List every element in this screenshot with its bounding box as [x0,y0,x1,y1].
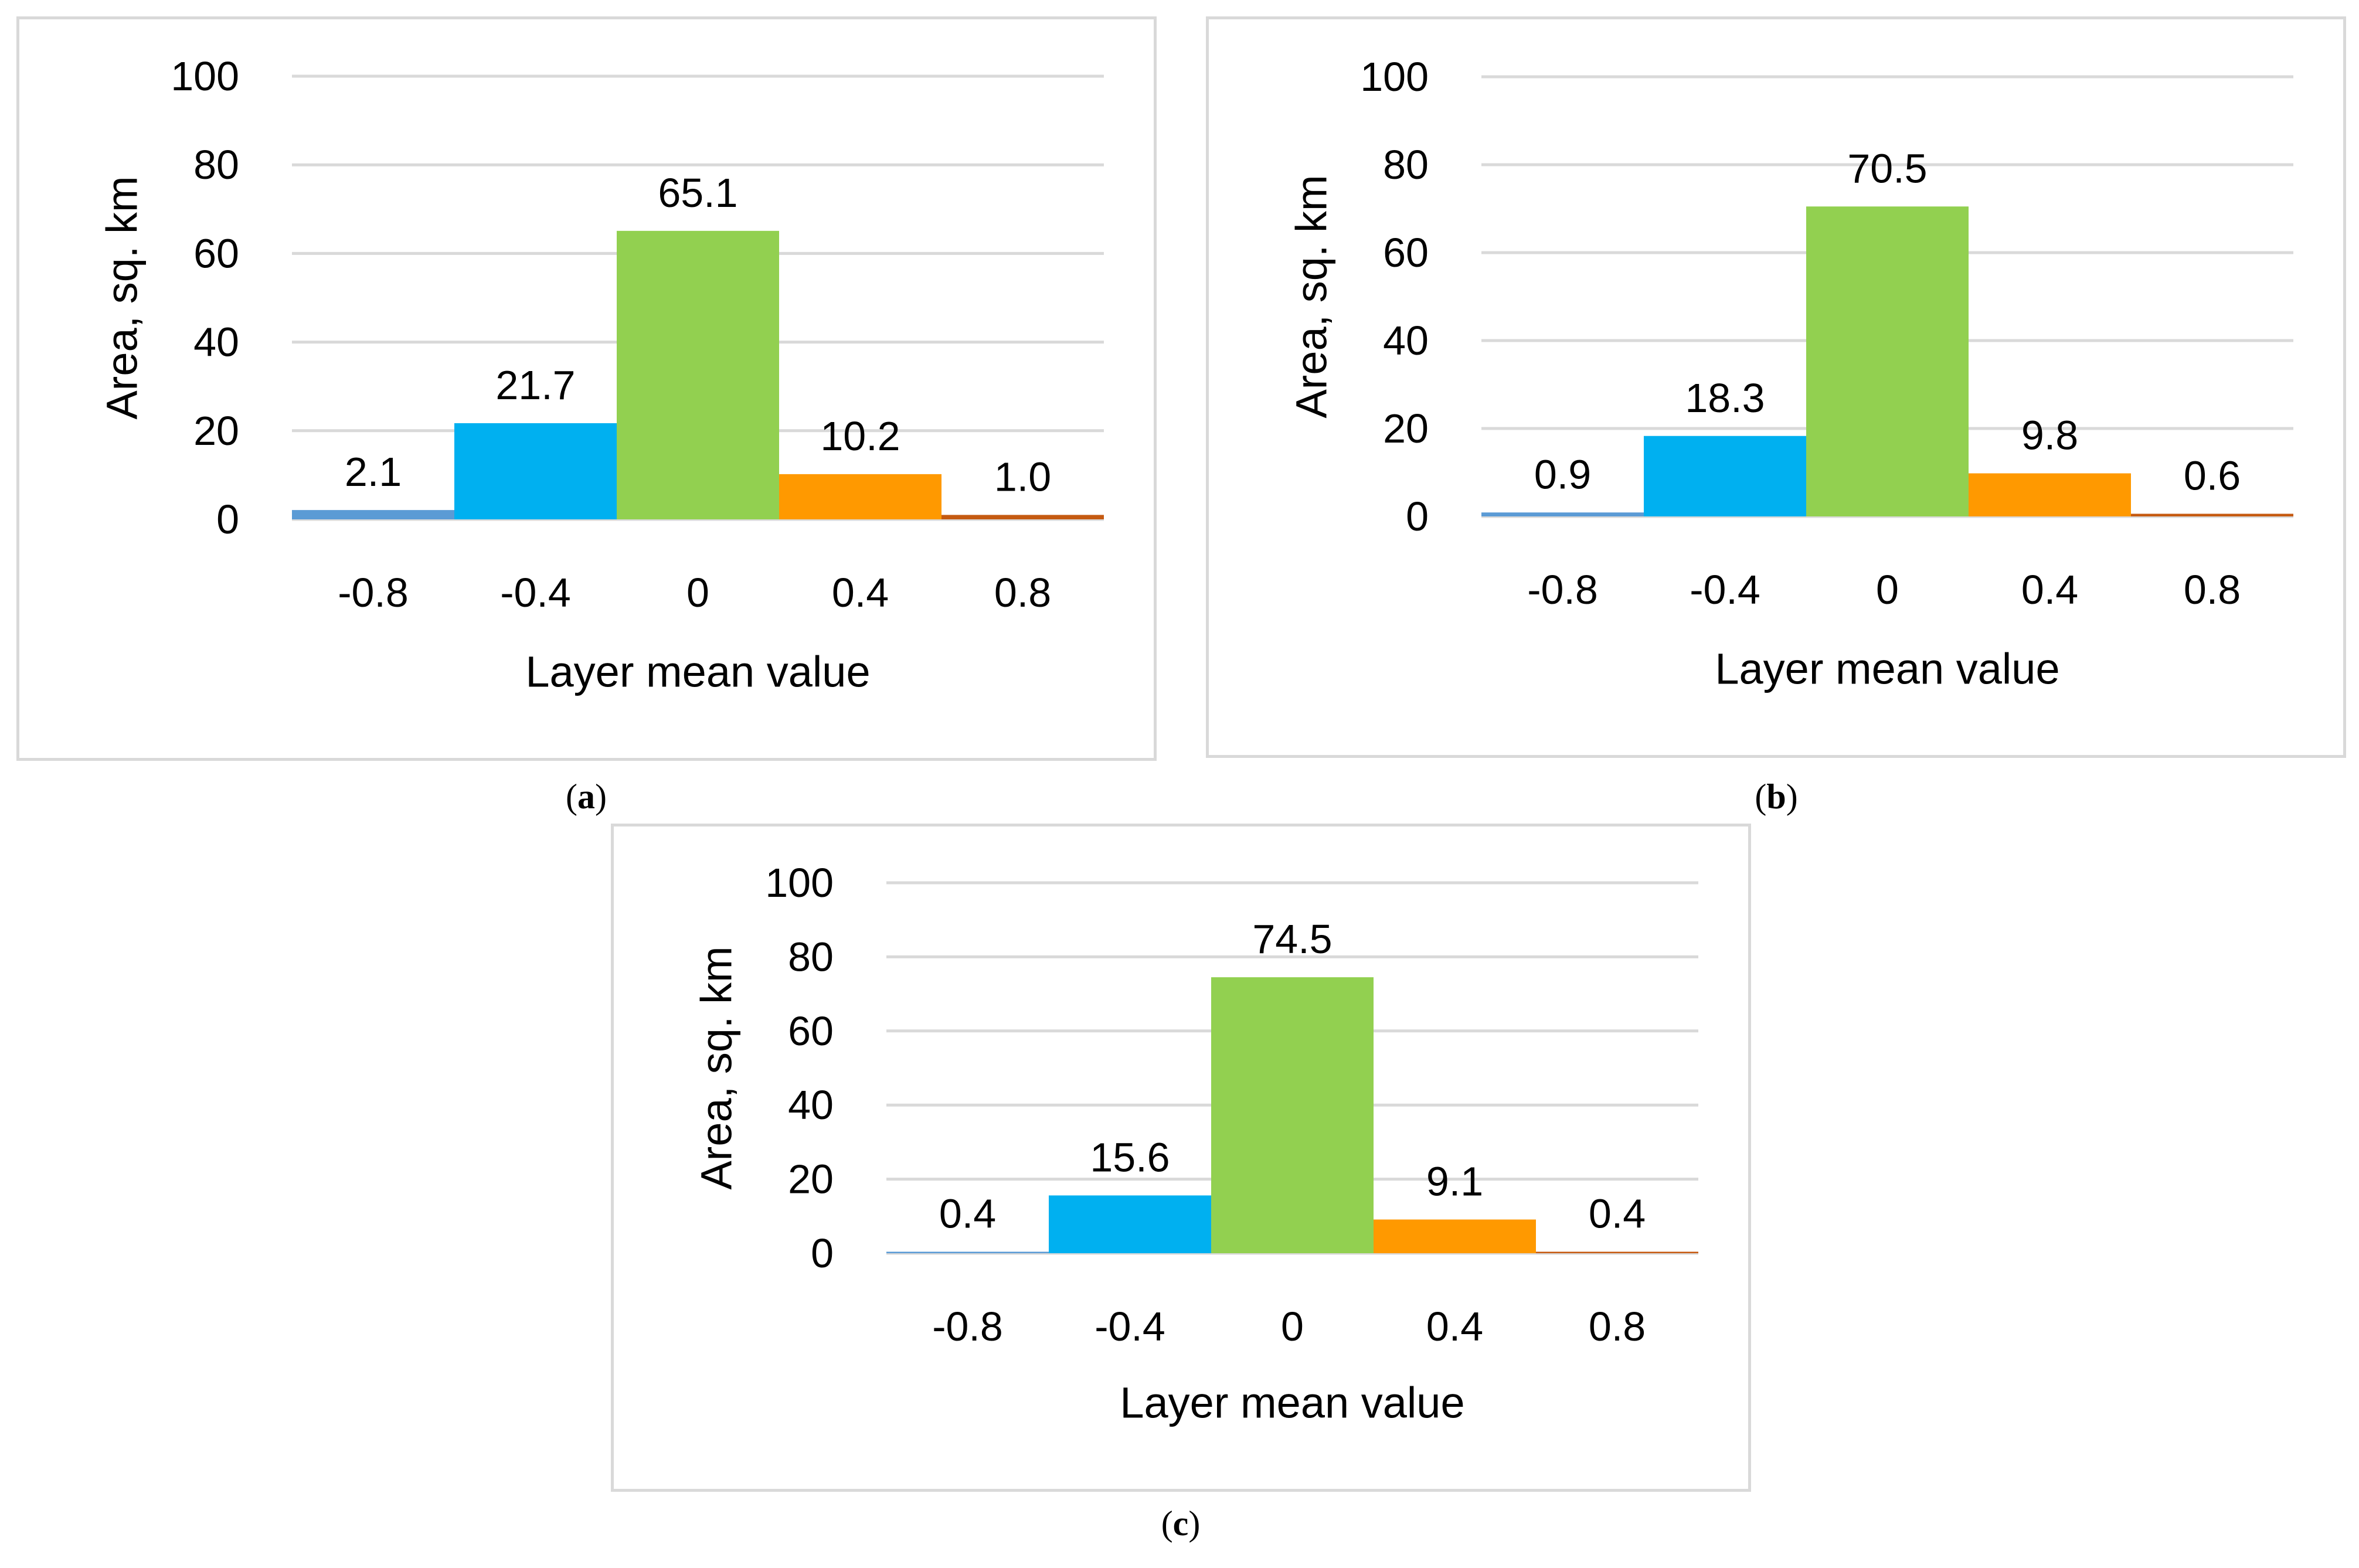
y-tick-label-c-0: 0 [811,1230,834,1276]
y-axis-title-a: Area, sq. km [98,176,147,419]
x-tick-label-c-3: 0.4 [1426,1304,1483,1349]
x-tick-label-a-3: 0.4 [832,570,889,615]
y-tick-label-a-5: 100 [171,53,239,99]
data-label-a-3: 10.2 [820,413,900,459]
caption-b-letter: b [1766,777,1786,816]
caption-b: (b) [1755,777,1798,816]
y-tick-label-a-0: 0 [216,496,239,542]
data-label-c-3: 9.1 [1426,1158,1483,1204]
x-tick-label-b-0: -0.8 [1527,567,1598,613]
data-label-b-0: 0.9 [1534,451,1591,497]
data-label-b-3: 9.8 [2021,413,2078,458]
bar-b-3 [1969,473,2131,516]
data-label-b-2: 70.5 [1847,145,1927,191]
chart-svg-a: 0 20 40 60 80 100 2.1 21.7 65.1 10.2 1.0 -0.8 -0.4 0 0… [98,53,1104,696]
y-tick-label-b-2: 40 [1383,318,1429,363]
caption-c: (c) [1161,1504,1201,1543]
data-label-b-4: 0.6 [2184,453,2241,499]
bar-b-1 [1644,436,1806,516]
bar-b-0 [1481,512,1644,516]
x-tick-label-a-4: 0.8 [994,570,1051,615]
y-tick-label-a-2: 40 [193,319,239,365]
bar-a-1 [454,423,617,519]
y-axis-title-b: Area, sq. km [1287,175,1336,418]
data-label-a-2: 65.1 [658,170,737,216]
data-label-a-4: 1.0 [994,454,1051,499]
x-tick-label-c-4: 0.8 [1589,1304,1646,1349]
chart-panel-a: 0 20 40 60 80 100 2.1 21.7 65.1 10.2 1.0 -0.8 -0.4 0 0… [16,16,1157,761]
y-tick-label-a-4: 80 [193,142,239,188]
x-tick-label-a-1: -0.4 [500,570,571,615]
bar-a-2 [617,230,779,519]
y-tick-label-b-1: 20 [1383,406,1429,451]
bar-c-0 [886,1251,1049,1253]
x-axis-title-a: Layer mean value [525,648,870,696]
data-label-c-0: 0.4 [939,1191,996,1236]
y-axis-title-c: Area, sq. km [692,946,741,1189]
y-tick-label-c-3: 60 [788,1008,834,1054]
caption-a: (a) [566,777,607,816]
y-tick-label-c-2: 40 [788,1082,834,1128]
data-label-c-1: 15.6 [1090,1134,1170,1180]
x-axis-title-b: Layer mean value [1715,645,2059,693]
x-tick-label-c-0: -0.8 [932,1304,1003,1349]
y-tick-label-b-4: 80 [1383,142,1429,188]
x-tick-label-b-1: -0.4 [1690,567,1760,613]
x-tick-label-b-4: 0.8 [2184,567,2241,613]
bar-c-1 [1049,1195,1211,1253]
bar-b-4 [2131,513,2293,516]
data-label-c-2: 74.5 [1252,916,1332,962]
bar-c-4 [1536,1251,1698,1253]
y-tick-label-c-5: 100 [765,860,834,906]
y-tick-label-b-5: 100 [1360,54,1429,100]
x-tick-label-a-0: -0.8 [338,570,409,615]
chart-panel-b: 0 20 40 60 80 100 0.9 18.3 70.5 9.8 0.6 -0.8 -0.4 0 0.… [1206,16,2346,758]
chart-panel-c: 0 20 40 60 80 100 0.4 15.6 74.5 9.1 0.4 -0.8 -0.4 0 0.… [611,824,1751,1492]
bar-c-2 [1211,977,1374,1253]
bar-c-3 [1374,1219,1536,1253]
y-tick-label-b-3: 60 [1383,230,1429,275]
data-label-b-1: 18.3 [1685,375,1765,421]
x-tick-label-c-1: -0.4 [1094,1304,1165,1349]
bar-b-2 [1806,206,1969,516]
x-axis-title-c: Layer mean value [1120,1379,1464,1427]
caption-c-letter: c [1172,1504,1189,1543]
x-tick-label-c-2: 0 [1281,1304,1304,1349]
chart-svg-c: 0 20 40 60 80 100 0.4 15.6 74.5 9.1 0.4 -0.8 -0.4 0 0.… [692,860,1698,1427]
y-tick-label-a-1: 20 [193,408,239,454]
caption-a-letter: a [577,777,595,816]
y-tick-label-a-3: 60 [193,230,239,276]
bar-a-0 [292,510,454,519]
y-tick-label-b-0: 0 [1406,494,1429,539]
data-label-a-0: 2.1 [345,449,402,495]
x-tick-label-b-3: 0.4 [2021,567,2078,613]
data-label-a-1: 21.7 [495,362,575,408]
bar-a-3 [779,474,941,519]
x-tick-label-b-2: 0 [1876,567,1899,613]
y-tick-label-c-4: 80 [788,934,834,979]
x-tick-label-a-2: 0 [686,570,709,615]
y-tick-label-c-1: 20 [788,1157,834,1202]
chart-svg-b: 0 20 40 60 80 100 0.9 18.3 70.5 9.8 0.6 -0.8 -0.4 0 0.… [1287,54,2293,693]
data-label-c-4: 0.4 [1589,1191,1646,1236]
bar-a-4 [941,515,1104,519]
